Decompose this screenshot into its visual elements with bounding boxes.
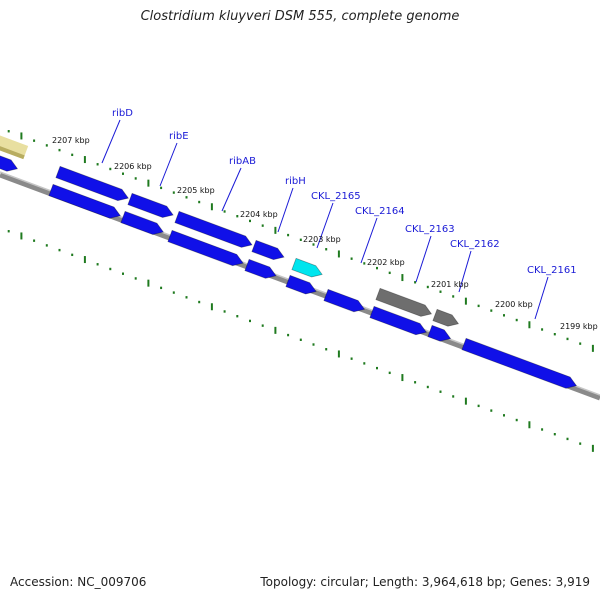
pointer-line-CKL_2164	[360, 217, 378, 264]
gene-arrow-lower-6-outline	[323, 288, 366, 313]
ruler-label-2204: 2204 kbp	[240, 210, 278, 219]
ruler-label-2205: 2205 kbp	[177, 186, 215, 195]
gene-arrow-CKL_2165-body	[291, 258, 323, 277]
gene-arrow-ribD-body	[55, 166, 129, 201]
pointer-line-CKL_2161	[534, 276, 549, 320]
pointer-line-ribE	[159, 142, 178, 187]
gene-arrow-ribE[interactable]	[127, 192, 175, 220]
gene-arrow-ribAB-outline	[174, 210, 253, 248]
gene-arrow-ribH-outline	[251, 239, 285, 261]
gene-arrow-CKL_2164-outline	[375, 287, 433, 317]
gene-arrow-lower-1-body	[48, 184, 121, 219]
gene-arrow-ribE-body	[127, 193, 174, 218]
gene-arrow-CKL_2165-outline	[291, 257, 323, 278]
ruler-ticks-upper	[7, 130, 594, 352]
pointer-line-CKL_2163	[415, 235, 432, 283]
gene-arrow-CKL_2163[interactable]	[369, 305, 429, 337]
gene-arrow-ribH[interactable]	[251, 239, 286, 262]
gene-arrow-lower-5[interactable]	[285, 274, 318, 297]
ruler-label-2206: 2206 kbp	[114, 162, 152, 171]
gene-arrow-ribD-outline	[55, 165, 129, 202]
pointer-line-CKL_2165	[316, 202, 334, 249]
gene-labels: ribD ribE ribAB ribH CKL_2165 CKL_2164 C…	[112, 108, 577, 276]
gene-arrow-lower-8-body	[427, 325, 451, 342]
gene-arrow-lower-5-outline	[285, 274, 317, 295]
gene-label-CKL_2164[interactable]: CKL_2164	[355, 206, 405, 217]
gene-arrow-lower-6[interactable]	[323, 288, 367, 315]
gene-label-CKL_2161[interactable]: CKL_2161	[527, 265, 577, 276]
gene-arrow-ribAB-body	[174, 211, 252, 248]
ruler-ticks-lower	[7, 230, 594, 452]
gene-label-CKL_2163[interactable]: CKL_2163	[405, 224, 455, 235]
gene-arrow-CKL_2162[interactable]	[432, 308, 461, 329]
gene-arrow-lower-8-outline	[427, 324, 452, 342]
gene-arrow-left-edge-body	[0, 154, 18, 172]
gene-label-ribE[interactable]: ribE	[169, 131, 189, 142]
gene-arrow-CKL_2162-body	[432, 309, 459, 327]
map-title: Clostridium kluyveri DSM 555, complete g…	[140, 9, 460, 24]
gene-arrow-lower-4[interactable]	[244, 258, 278, 281]
gene-arrow-CKL_2164[interactable]	[375, 287, 434, 319]
gene-arrow-lower-1-outline	[48, 183, 122, 219]
ruler-labels: 2207 kbp 2206 kbp 2205 kbp 2204 kbp 2203…	[52, 136, 598, 331]
gene-arrow-lower-3-body	[167, 230, 244, 266]
gene-arrow-CKL_2164-body	[375, 288, 432, 317]
gene-arrow-ribD[interactable]	[55, 165, 130, 203]
gene-arrow-lower-4-body	[244, 259, 277, 279]
gene-label-CKL_2162[interactable]: CKL_2162	[450, 239, 500, 250]
pointer-line-ribH	[277, 187, 294, 233]
ruler-label-2199: 2199 kbp	[560, 322, 598, 331]
gene-arrow-left-edge[interactable]	[0, 153, 20, 174]
gene-arrow-CKL_2161-outline	[461, 337, 578, 389]
gene-arrow-lower-3[interactable]	[167, 229, 245, 268]
pointer-line-ribAB	[221, 167, 242, 212]
ruler-label-2207: 2207 kbp	[52, 136, 90, 145]
gene-arrow-CKL_2163-outline	[369, 305, 428, 336]
feature-unknown[interactable]	[0, 133, 29, 160]
feature-unknown-edge	[0, 142, 25, 160]
gene-label-CKL_2165[interactable]: CKL_2165	[311, 191, 361, 202]
feature-unknown-body	[0, 133, 29, 160]
gene-label-ribH[interactable]: ribH	[285, 176, 306, 187]
accession-text: Accession: NC_009706	[10, 575, 147, 589]
gene-arrow-lower-1[interactable]	[48, 183, 123, 221]
gene-arrow-CKL_2161-body	[461, 338, 577, 389]
gene-arrow-left-edge-outline	[0, 153, 19, 172]
gene-label-pointers	[101, 119, 549, 320]
gene-arrow-ribAB[interactable]	[174, 210, 254, 250]
genome-summary-text: Topology: circular; Length: 3,964,618 bp…	[260, 575, 590, 589]
gene-arrow-lower-5-body	[285, 275, 317, 294]
gene-arrow-lower-4-outline	[244, 258, 277, 279]
ruler-label-2200: 2200 kbp	[495, 300, 533, 309]
ruler-label-2203: 2203 kbp	[303, 235, 341, 244]
gene-arrow-lower-2-outline	[120, 210, 164, 235]
gene-track	[0, 133, 579, 391]
gene-arrow-lower-2[interactable]	[120, 210, 165, 237]
gene-label-ribD[interactable]: ribD	[112, 108, 133, 119]
ruler-label-2202: 2202 kbp	[367, 258, 405, 267]
gene-arrow-CKL_2163-body	[369, 306, 427, 335]
gene-label-ribAB[interactable]: ribAB	[229, 156, 256, 167]
gene-arrow-ribE-outline	[127, 192, 174, 218]
gene-arrow-lower-8[interactable]	[427, 324, 453, 344]
gene-arrow-lower-3-outline	[167, 229, 244, 267]
gene-arrow-ribH-body	[251, 240, 284, 260]
gene-arrow-CKL_2162-outline	[432, 308, 460, 327]
ruler-label-2201: 2201 kbp	[431, 280, 469, 289]
gene-arrow-lower-2-body	[120, 211, 164, 235]
pointer-line-CKL_2162	[458, 250, 472, 293]
gene-arrow-CKL_2165[interactable]	[291, 257, 324, 280]
gene-arrow-lower-6-body	[323, 289, 365, 312]
gene-arrow-CKL_2161[interactable]	[461, 337, 579, 391]
pointer-line-ribD	[101, 119, 121, 164]
